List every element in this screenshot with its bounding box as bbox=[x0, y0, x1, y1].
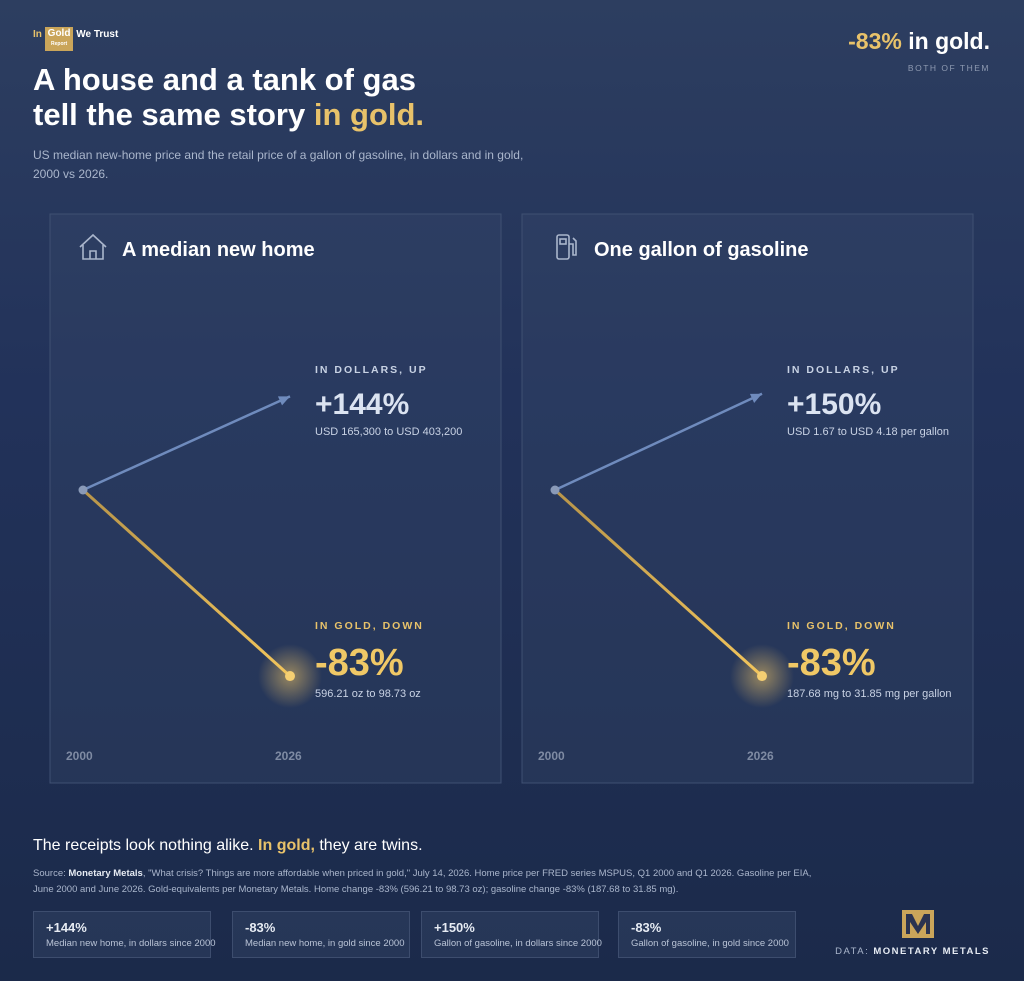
stat-value: -83% bbox=[631, 920, 662, 935]
tagline-text: The receipts look nothing alike. bbox=[33, 837, 254, 854]
stat-card: +144% Median new home, in dollars since 2… bbox=[33, 911, 216, 958]
stat-card: +150% Gallon of gasoline, in dollars sinc… bbox=[421, 911, 602, 958]
title-highlight: in gold. bbox=[313, 97, 425, 132]
badge: -83% in gold. bbox=[848, 28, 990, 55]
stat-value: -83% bbox=[245, 920, 276, 935]
stat-value: +144% bbox=[46, 920, 87, 935]
fuel-icon bbox=[556, 234, 577, 260]
logo-m bbox=[902, 910, 934, 938]
logo-mark: Gold Report bbox=[44, 27, 74, 51]
stat-card: -83% Median new home, in gold since 2000 bbox=[232, 911, 410, 958]
logo-text: In bbox=[33, 29, 42, 40]
start-dot bbox=[78, 485, 88, 495]
logo-text: Report bbox=[51, 41, 68, 47]
tagline: The receipts look nothing alike. In gold… bbox=[33, 837, 423, 855]
stat-label: Median new home, in dollars since 2000 bbox=[46, 938, 216, 949]
slope-line bbox=[554, 392, 763, 492]
detail: USD 165,300 to USD 403,200 bbox=[315, 426, 463, 438]
source-label: Source: bbox=[33, 868, 66, 879]
title-line: A house and a tank of gas bbox=[33, 62, 416, 97]
change-label: -83% bbox=[787, 642, 876, 684]
change-label: -83% bbox=[315, 642, 404, 684]
start-dot bbox=[550, 485, 560, 495]
slope-line bbox=[81, 488, 292, 678]
change-label: +150% bbox=[787, 388, 882, 421]
badge-value: -83% bbox=[848, 28, 902, 54]
credit: DATA: MONETARY METALS bbox=[835, 946, 990, 957]
stat-label: Gallon of gasoline, in gold since 2000 bbox=[631, 938, 789, 949]
badge-text: in gold. bbox=[908, 28, 990, 54]
house-icon bbox=[79, 233, 107, 260]
end-dot bbox=[757, 671, 767, 682]
panel-title: One gallon of gasoline bbox=[594, 239, 809, 261]
detail: 596.21 oz to 98.73 oz bbox=[315, 688, 421, 700]
tagline-text: they are twins. bbox=[319, 837, 423, 854]
x-label: 2026 bbox=[747, 749, 774, 763]
x-label: 2000 bbox=[66, 749, 93, 763]
slope-line bbox=[82, 395, 291, 492]
title-line: tell the same story bbox=[33, 97, 306, 132]
detail: 187.68 mg to 31.85 mg per gallon bbox=[787, 688, 952, 700]
slope-line bbox=[553, 488, 764, 678]
source-name: Monetary Metals bbox=[68, 868, 143, 879]
detail: USD 1.67 to USD 4.18 per gallon bbox=[787, 426, 950, 438]
title: A house and a tank of gas tell the same … bbox=[33, 62, 424, 132]
logo-text: We Trust bbox=[76, 29, 119, 40]
series-label: IN GOLD, DOWN bbox=[315, 620, 424, 632]
credit-label: DATA: bbox=[835, 946, 870, 957]
stat-card: -83% Gallon of gasoline, in gold since 20… bbox=[618, 911, 796, 958]
source-text: , "What crisis? Things are more affordab… bbox=[33, 868, 812, 895]
logo: In Gold Report We Trust bbox=[33, 27, 119, 51]
change-label: +144% bbox=[315, 388, 410, 421]
series-label: IN DOLLARS, UP bbox=[315, 364, 428, 376]
badge-note: BOTH OF THEM bbox=[907, 63, 990, 73]
subtitle: US median new-home price and the retail … bbox=[33, 148, 524, 181]
end-dot bbox=[285, 671, 295, 682]
tagline-highlight: In gold, bbox=[258, 837, 315, 854]
stat-label: Median new home, in gold since 2000 bbox=[245, 938, 405, 949]
arrowhead bbox=[749, 393, 762, 403]
stat-value: +150% bbox=[434, 920, 475, 935]
logo-text: Gold bbox=[47, 28, 71, 39]
panel-title: A median new home bbox=[122, 239, 315, 261]
x-label: 2026 bbox=[275, 749, 302, 763]
x-label: 2000 bbox=[538, 749, 565, 763]
source: Source: Monetary Metals, "What crisis? T… bbox=[33, 866, 823, 898]
series-label: IN DOLLARS, UP bbox=[787, 364, 900, 376]
arrowhead bbox=[277, 396, 290, 406]
credit-name: MONETARY METALS bbox=[873, 946, 990, 957]
series-label: IN GOLD, DOWN bbox=[787, 620, 896, 632]
stat-label: Gallon of gasoline, in dollars since 200… bbox=[434, 938, 602, 949]
